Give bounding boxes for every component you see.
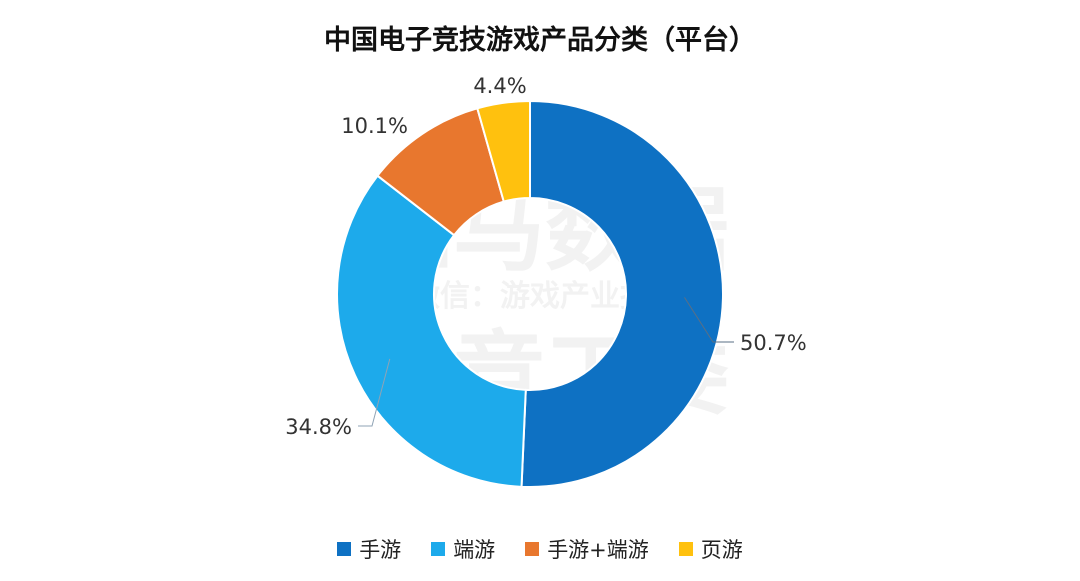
legend-label: 页游: [700, 538, 743, 562]
legend-item-mobile-pc: 手游+端游: [525, 534, 649, 564]
legend: 手游 端游 手游+端游 页游: [0, 534, 1080, 564]
data-labels-group: 50.7% 34.8% 10.1% 4.4%: [285, 74, 806, 439]
data-label: 50.7%: [740, 331, 807, 355]
slice-mobile: [520, 99, 724, 488]
data-label: 10.1%: [341, 114, 408, 138]
slice-web: [476, 99, 531, 203]
legend-label: 手游+端游: [547, 538, 649, 562]
legend-swatch: [337, 542, 352, 556]
slice-pc: [336, 174, 527, 488]
chart-title: 中国电子竞技游戏产品分类（平台）: [324, 25, 756, 56]
leader-line: [358, 358, 391, 427]
legend-label: 手游: [359, 538, 402, 562]
leader-line: [684, 297, 734, 343]
slices-group: [336, 99, 724, 488]
legend-swatch: [678, 542, 693, 556]
legend-item-pc: 端游: [431, 534, 495, 564]
legend-item-mobile: 手游: [337, 534, 401, 564]
data-label: 4.4%: [473, 74, 526, 98]
legend-swatch: [431, 542, 446, 556]
legend-swatch: [525, 542, 540, 556]
leader-lines-group: [358, 297, 734, 427]
data-label: 34.8%: [285, 415, 352, 439]
legend-label: 端游: [453, 538, 496, 562]
legend-item-web: 页游: [678, 534, 743, 564]
